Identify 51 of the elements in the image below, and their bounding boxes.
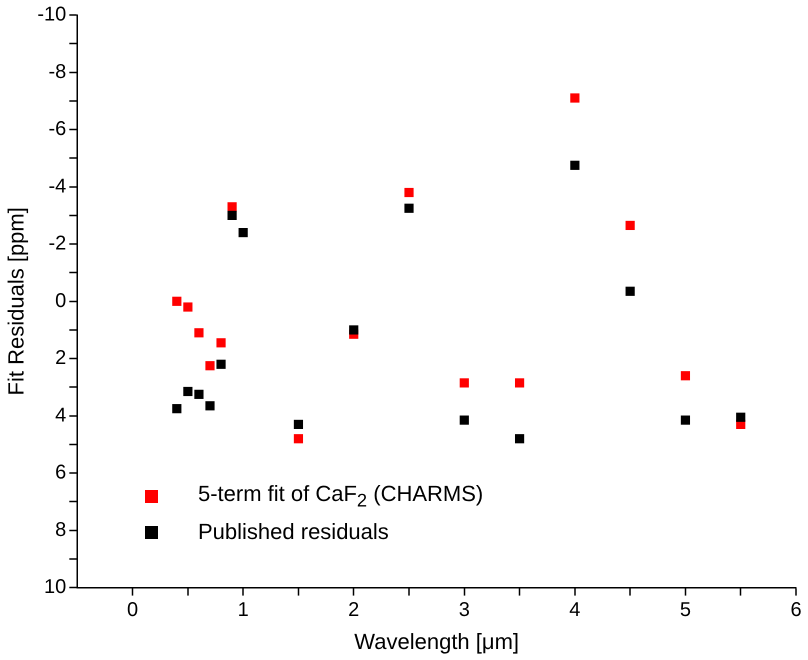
point bbox=[183, 302, 192, 312]
x-axis-title: Wavelength [μm] bbox=[354, 628, 520, 654]
point bbox=[205, 361, 215, 370]
point bbox=[228, 210, 237, 220]
point bbox=[460, 378, 469, 388]
x-tick-label: 2 bbox=[348, 599, 360, 622]
point bbox=[680, 371, 690, 380]
x-tick-label: 3 bbox=[458, 599, 470, 622]
point bbox=[626, 286, 635, 296]
point bbox=[570, 93, 580, 103]
y-tick-label: 2 bbox=[55, 347, 66, 370]
point bbox=[570, 160, 580, 170]
legend-label: Published residuals bbox=[198, 519, 389, 545]
x-tick-label: 1 bbox=[238, 599, 249, 622]
point bbox=[680, 416, 690, 425]
y-tick-label: 6 bbox=[55, 462, 66, 484]
x-tick-label: 6 bbox=[790, 599, 802, 622]
y-tick-label: -6 bbox=[48, 118, 66, 140]
y-tick-label: 4 bbox=[55, 404, 66, 426]
x-tick-label: 4 bbox=[569, 599, 580, 622]
point bbox=[404, 188, 414, 198]
point bbox=[216, 338, 226, 348]
y-tick-label: 8 bbox=[55, 518, 66, 541]
point bbox=[514, 378, 524, 388]
point bbox=[216, 360, 226, 369]
y-tick-label: -2 bbox=[48, 232, 66, 255]
point bbox=[294, 434, 304, 444]
y-tick-label: -8 bbox=[48, 60, 66, 83]
point bbox=[228, 202, 237, 212]
point bbox=[404, 204, 414, 213]
y-tick-label: 0 bbox=[55, 290, 66, 312]
point bbox=[514, 434, 524, 444]
x-tick-label: 0 bbox=[127, 599, 138, 622]
point bbox=[172, 296, 182, 306]
point bbox=[205, 401, 215, 410]
x-tick-label: 5 bbox=[680, 599, 691, 622]
point bbox=[238, 228, 248, 238]
point bbox=[626, 220, 635, 230]
y-tick-label: -10 bbox=[37, 4, 66, 26]
point bbox=[194, 328, 204, 338]
y-axis-title: Fit Residuals [ppm] bbox=[3, 207, 28, 396]
y-tick-label: -4 bbox=[48, 175, 66, 198]
point bbox=[194, 390, 204, 399]
point bbox=[460, 416, 469, 425]
point bbox=[183, 386, 192, 396]
point bbox=[349, 325, 358, 335]
point bbox=[736, 412, 746, 422]
legend-label: 5-term fit of CaF$_{2}$ (CHARMS) bbox=[198, 480, 484, 512]
y-tick-label: 10 bbox=[44, 576, 66, 598]
point bbox=[294, 420, 304, 430]
point bbox=[172, 404, 182, 414]
